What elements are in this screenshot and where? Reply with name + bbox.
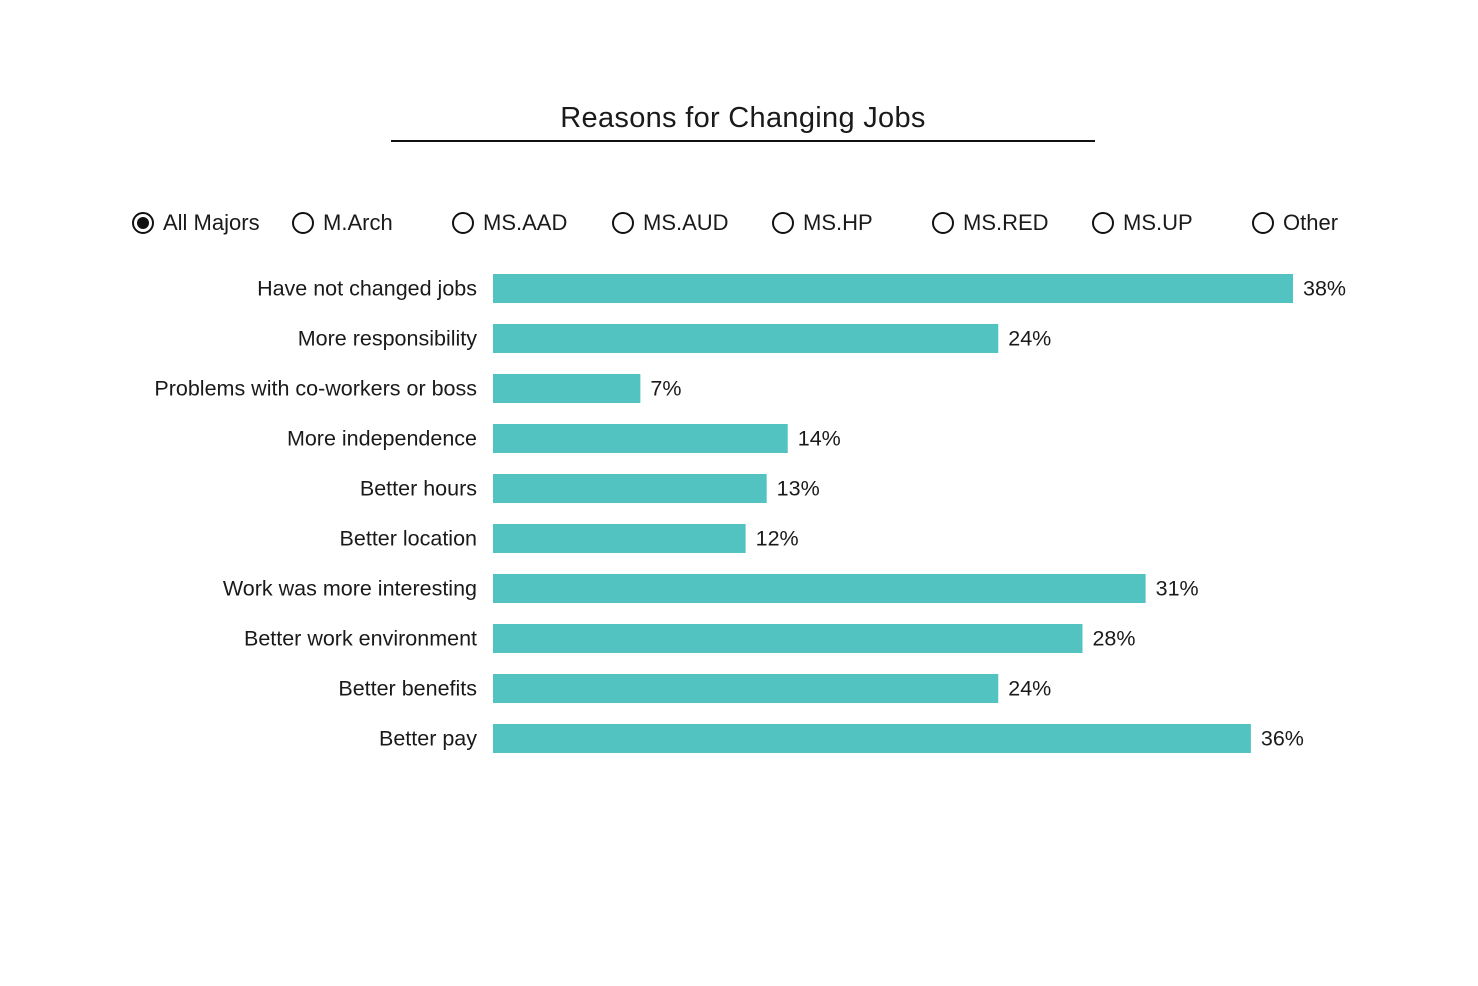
chart-title: Reasons for Changing Jobs bbox=[560, 102, 926, 134]
category-label: Better benefits bbox=[338, 677, 477, 701]
radio-option-other[interactable]: Other bbox=[1252, 208, 1338, 238]
radio-option-ms-up[interactable]: MS.UP bbox=[1092, 208, 1193, 238]
radio-button[interactable] bbox=[1092, 212, 1114, 234]
category-label: Better work environment bbox=[244, 627, 477, 651]
radio-button[interactable] bbox=[772, 212, 794, 234]
radio-label: M.Arch bbox=[323, 210, 393, 235]
radio-option-ms-aad[interactable]: MS.AAD bbox=[452, 208, 567, 238]
bar[interactable] bbox=[493, 624, 1083, 653]
category-label: Better pay bbox=[379, 727, 477, 751]
value-label: 36% bbox=[1261, 727, 1304, 751]
bar[interactable] bbox=[493, 724, 1251, 753]
bar[interactable] bbox=[493, 274, 1293, 303]
bar[interactable] bbox=[493, 574, 1146, 603]
category-label: Have not changed jobs bbox=[257, 277, 477, 301]
bar[interactable] bbox=[493, 474, 767, 503]
category-label: Problems with co-workers or boss bbox=[154, 377, 477, 401]
radio-label: MS.RED bbox=[963, 210, 1049, 235]
value-label: 7% bbox=[650, 377, 681, 401]
category-label: More responsibility bbox=[298, 327, 477, 351]
radio-label: All Majors bbox=[163, 210, 260, 235]
bar[interactable] bbox=[493, 374, 641, 403]
value-label: 31% bbox=[1156, 577, 1199, 601]
radio-button[interactable] bbox=[292, 212, 314, 234]
value-label: 13% bbox=[777, 477, 820, 501]
radio-button[interactable] bbox=[132, 212, 154, 234]
title-underline bbox=[391, 140, 1095, 142]
category-label: More independence bbox=[287, 427, 477, 451]
bar[interactable] bbox=[493, 674, 999, 703]
bar[interactable] bbox=[493, 324, 999, 353]
radio-label: MS.UP bbox=[1123, 210, 1193, 235]
value-label: 24% bbox=[1008, 327, 1051, 351]
category-label: Better hours bbox=[360, 477, 477, 501]
value-label: 14% bbox=[798, 427, 841, 451]
radio-option-ms-hp[interactable]: MS.HP bbox=[772, 208, 873, 238]
radio-label: MS.HP bbox=[803, 210, 873, 235]
value-label: 24% bbox=[1008, 677, 1051, 701]
bar[interactable] bbox=[493, 524, 746, 553]
radio-label: Other bbox=[1283, 210, 1339, 235]
category-label: Work was more interesting bbox=[223, 577, 477, 601]
radio-option-ms-aud[interactable]: MS.AUD bbox=[612, 208, 729, 238]
radio-option-all-majors[interactable]: All Majors bbox=[132, 208, 260, 238]
value-label: 12% bbox=[756, 527, 799, 551]
radio-button[interactable] bbox=[452, 212, 474, 234]
category-label: Better location bbox=[340, 527, 477, 551]
bar[interactable] bbox=[493, 424, 788, 453]
radio-option-m-arch[interactable]: M.Arch bbox=[292, 208, 393, 238]
radio-selected-dot bbox=[137, 217, 149, 229]
radio-label: MS.AUD bbox=[643, 210, 729, 235]
radio-option-ms-red[interactable]: MS.RED bbox=[932, 208, 1049, 238]
radio-button[interactable] bbox=[612, 212, 634, 234]
value-label: 38% bbox=[1303, 277, 1346, 301]
radio-button[interactable] bbox=[932, 212, 954, 234]
radio-button[interactable] bbox=[1252, 212, 1274, 234]
value-label: 28% bbox=[1092, 627, 1135, 651]
radio-label: MS.AAD bbox=[483, 210, 568, 235]
